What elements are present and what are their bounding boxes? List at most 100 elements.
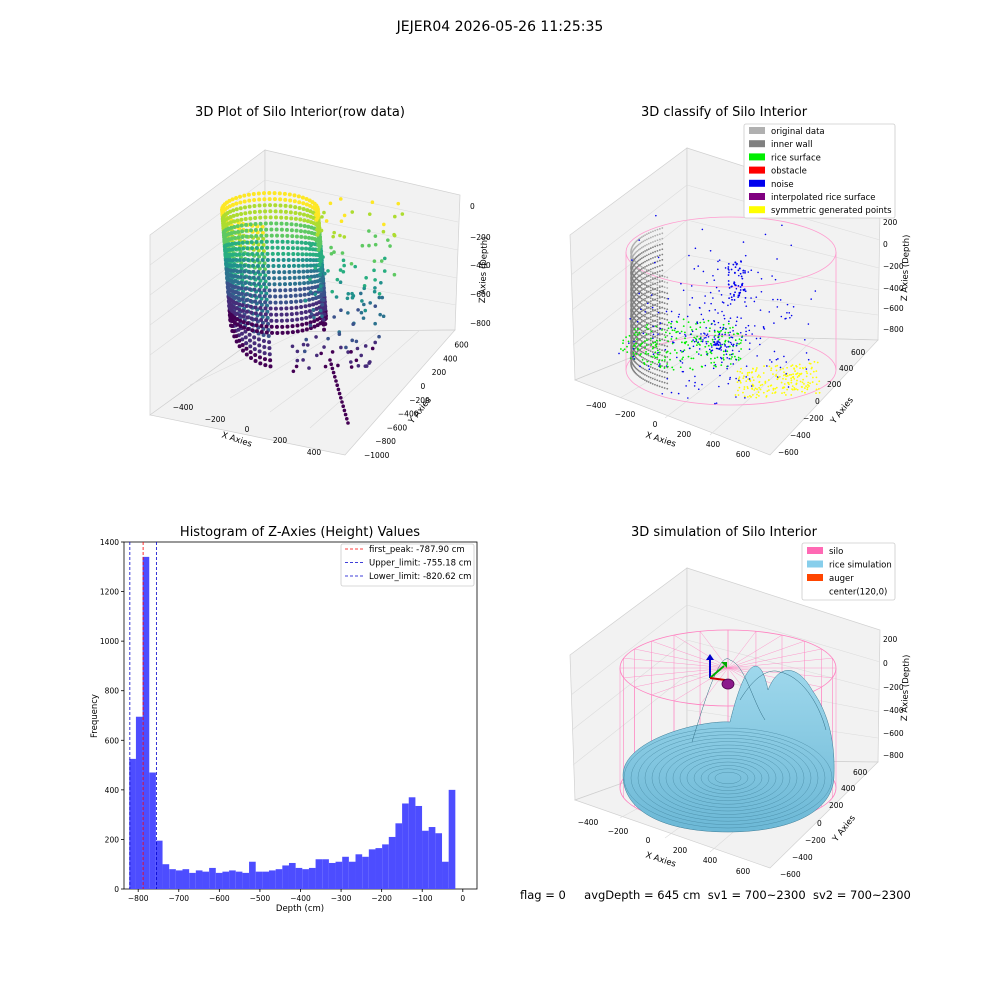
rice-surface-point bbox=[650, 337, 652, 340]
rice-surface-point bbox=[710, 344, 713, 347]
legend-label-first_peak: first_peak: -787.90 cm bbox=[369, 545, 465, 555]
inner-wall-point bbox=[654, 378, 656, 381]
raw-point bbox=[271, 264, 276, 269]
raw-point bbox=[264, 318, 269, 323]
symmetric-point bbox=[800, 372, 803, 375]
symmetric-point bbox=[751, 376, 754, 379]
noise-point bbox=[709, 249, 712, 252]
inner-wall-point bbox=[647, 332, 650, 335]
noise-point bbox=[721, 361, 723, 364]
inner-wall-point bbox=[640, 287, 643, 289]
classify-legend-label: obstacle bbox=[771, 167, 807, 177]
rice-surface-point bbox=[709, 342, 712, 345]
noise-point bbox=[724, 267, 727, 269]
noise-point bbox=[728, 320, 730, 323]
raw-point bbox=[237, 313, 242, 318]
raw-point bbox=[298, 217, 303, 222]
raw-point bbox=[272, 276, 277, 281]
sim-z-ticks-label: −600 bbox=[883, 729, 904, 738]
raw-point bbox=[261, 276, 266, 281]
rice-surface-point bbox=[651, 347, 654, 350]
raw-point bbox=[292, 275, 297, 280]
noise-point bbox=[696, 321, 699, 323]
inner-wall-point bbox=[639, 370, 642, 373]
inner-wall-point bbox=[637, 243, 640, 246]
raw-point bbox=[236, 285, 241, 290]
rice-surface-point bbox=[641, 342, 644, 344]
rice-surface-point bbox=[669, 358, 671, 361]
raw-point bbox=[234, 306, 239, 311]
noise-point bbox=[670, 320, 673, 323]
symmetric-point bbox=[752, 379, 755, 382]
rice-surface-point bbox=[626, 351, 629, 354]
raw-point bbox=[248, 293, 253, 298]
noise-point bbox=[689, 333, 692, 336]
inner-wall-point bbox=[636, 345, 639, 348]
raw-y-ticks-label: −600 bbox=[387, 423, 408, 432]
noise-point bbox=[733, 281, 736, 284]
noise-point bbox=[638, 292, 640, 295]
raw-point bbox=[240, 297, 245, 302]
raw-point bbox=[228, 215, 233, 220]
silo-roof-line bbox=[673, 634, 729, 669]
inner-wall-point bbox=[635, 282, 638, 285]
raw-point bbox=[277, 282, 282, 287]
inner-wall-point bbox=[649, 284, 652, 287]
rice-surface-point bbox=[738, 342, 740, 345]
raw-point bbox=[300, 258, 305, 263]
inner-wall-point bbox=[645, 321, 648, 324]
raw-point bbox=[346, 292, 351, 296]
symmetric-point bbox=[784, 394, 787, 396]
raw-point bbox=[253, 305, 258, 310]
raw-point bbox=[250, 252, 255, 257]
raw-point bbox=[302, 218, 307, 223]
raw-point bbox=[245, 321, 250, 326]
raw-point bbox=[252, 287, 257, 292]
inner-wall-point bbox=[647, 322, 650, 325]
raw-point bbox=[243, 205, 248, 210]
symmetric-point bbox=[767, 379, 770, 381]
noise-point bbox=[677, 316, 680, 318]
histogram-bar bbox=[129, 758, 136, 889]
symmetric-point bbox=[752, 367, 754, 370]
cls-z-ticks-label: 0 bbox=[883, 240, 888, 249]
noise-point bbox=[750, 385, 753, 387]
raw-point bbox=[301, 269, 306, 274]
noise-point bbox=[735, 287, 738, 290]
inner-wall-point bbox=[654, 245, 657, 248]
inner-wall-point bbox=[644, 255, 646, 258]
inner-wall-point bbox=[658, 307, 661, 310]
symmetric-point bbox=[807, 384, 809, 386]
inner-wall-point bbox=[658, 374, 661, 377]
inner-wall-point bbox=[654, 319, 657, 322]
noise-point bbox=[756, 355, 758, 357]
raw-point bbox=[240, 240, 245, 245]
inner-wall-point bbox=[649, 366, 652, 368]
inner-wall-point bbox=[640, 289, 643, 292]
rice-surface-point bbox=[724, 340, 727, 343]
raw-point bbox=[382, 269, 387, 273]
noise-point bbox=[739, 286, 742, 288]
symmetric-point bbox=[746, 372, 749, 374]
inner-wall-point bbox=[639, 311, 642, 314]
symmetric-point bbox=[736, 381, 739, 383]
inner-wall-point bbox=[652, 294, 654, 296]
noise-point bbox=[741, 282, 744, 285]
raw-point bbox=[241, 348, 246, 353]
noise-point bbox=[777, 358, 779, 360]
symmetric-point bbox=[743, 375, 745, 378]
inner-wall-point bbox=[656, 289, 659, 292]
noise-point bbox=[729, 331, 731, 334]
inner-wall-point bbox=[666, 303, 669, 305]
symmetric-point bbox=[790, 381, 793, 384]
sim-x-ticks-label: 600 bbox=[736, 867, 751, 876]
noise-point bbox=[728, 341, 730, 343]
histogram-bar bbox=[149, 772, 156, 889]
raw-point bbox=[330, 366, 335, 371]
noise-point bbox=[657, 311, 660, 314]
classify-legend-swatch bbox=[749, 153, 765, 161]
symmetric-point bbox=[754, 387, 757, 390]
raw-point bbox=[243, 292, 248, 297]
raw-point bbox=[254, 245, 259, 250]
